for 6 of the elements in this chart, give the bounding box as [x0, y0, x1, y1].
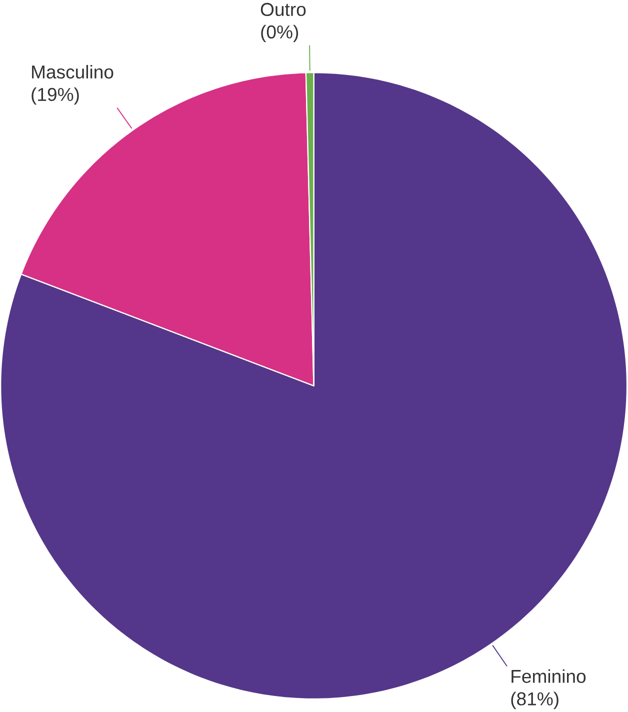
- slice-label: Outro: [261, 2, 306, 16]
- data-label: (19%): [32, 87, 80, 105]
- data-label: (0%): [261, 24, 298, 42]
- slice-label: Feminino: [512, 669, 586, 683]
- data-label: (81%): [511, 692, 559, 710]
- slice-label: Masculino: [32, 64, 114, 79]
